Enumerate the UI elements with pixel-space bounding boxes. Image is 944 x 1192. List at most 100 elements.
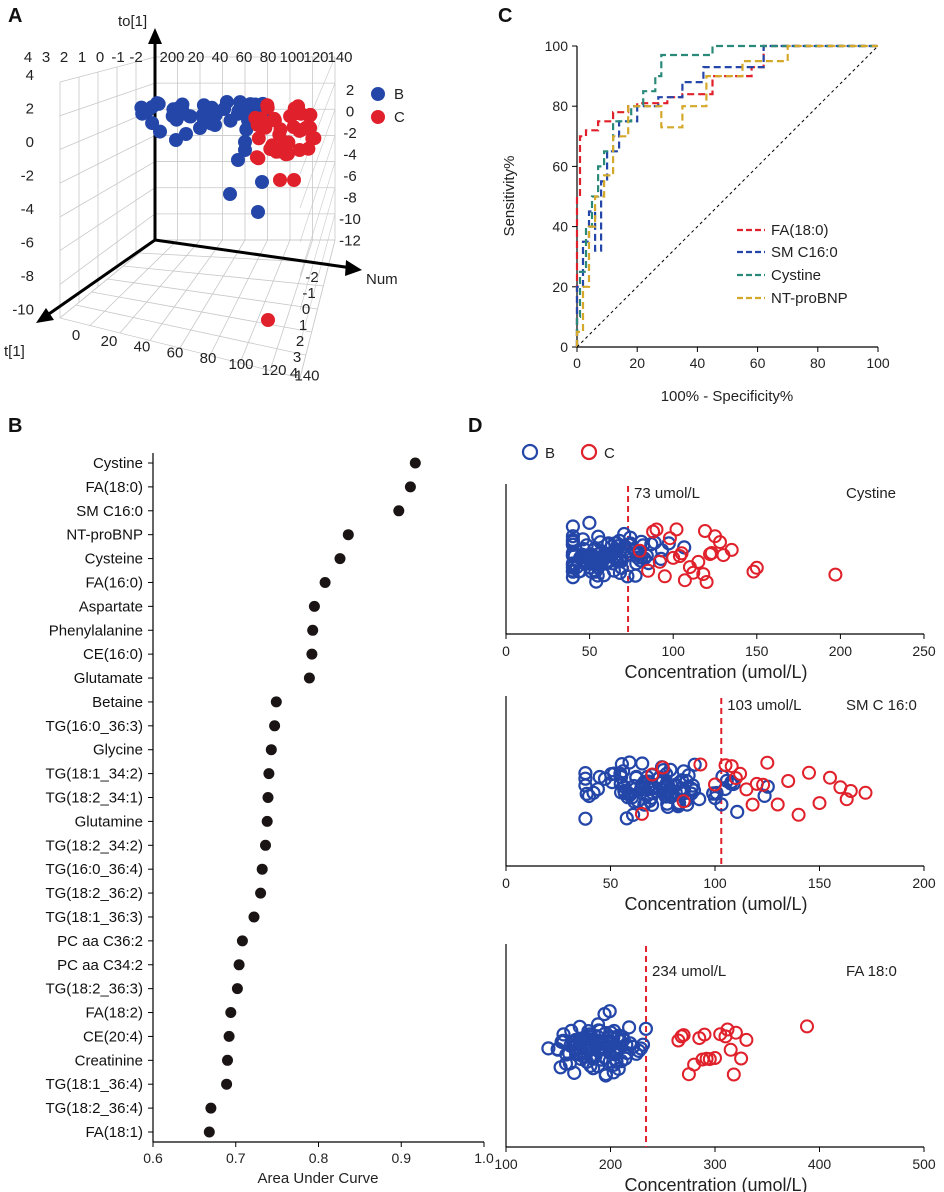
- auc-x-tick-label: 0.6: [143, 1150, 163, 1166]
- roc-x-tick-label: 60: [750, 355, 766, 371]
- tick-label-a-depth-right: 2: [296, 333, 304, 350]
- conc-point-group-b: [706, 786, 721, 801]
- conc-x-tick-label: 300: [703, 1156, 727, 1172]
- auc-point: [334, 553, 346, 565]
- conc-point-group-b: [630, 550, 645, 565]
- conc-xlabel: Concentration (umol/L): [624, 1175, 807, 1192]
- conc-x-tick-label: 200: [912, 875, 936, 891]
- conc-point-group-c: [634, 806, 649, 821]
- conc-point-group-c: [858, 785, 873, 800]
- conc-point-group-b: [555, 1033, 571, 1048]
- conc-point-group-c: [696, 567, 711, 582]
- point-group-c: [292, 143, 307, 157]
- grid-line: [299, 83, 336, 175]
- tick-label-a-right: -6: [343, 168, 356, 185]
- legend-label-c-open: C: [604, 445, 615, 462]
- conc-point-group-b: [663, 762, 678, 777]
- conc-point-group-b: [685, 778, 701, 793]
- panel-d-legend: B C: [521, 443, 615, 462]
- point-group-c: [261, 313, 275, 327]
- roc-y-tick-label: 0: [560, 339, 568, 355]
- conc-point-group-c: [760, 755, 775, 770]
- tick-label-a-num-bottom: 140: [294, 368, 319, 385]
- conc-x-tick-label: 150: [808, 875, 832, 891]
- legend-marker-c-open: [580, 443, 598, 461]
- roc-y-tick-label: 100: [545, 38, 569, 54]
- conc-point-group-b: [606, 1065, 621, 1080]
- roc-x-tick-label: 20: [629, 355, 645, 371]
- conc-point-group-b: [565, 564, 581, 579]
- conc-point-group-b: [625, 807, 641, 823]
- conc-point-group-c: [697, 1027, 712, 1042]
- tick-label-a-depth-right: 4: [290, 365, 298, 382]
- legend-label-fa: FA(18:0): [771, 222, 829, 239]
- tick-label-a-depth-right: 3: [293, 349, 301, 366]
- point-group-c: [307, 131, 322, 146]
- point-group-b: [169, 112, 184, 127]
- point-group-b: [195, 108, 210, 123]
- conc-x-tick-label: 150: [745, 643, 769, 659]
- auc-xlabel: Area Under Curve: [258, 1170, 379, 1187]
- conc-point-group-c: [745, 797, 760, 812]
- conc-point-group-c: [657, 569, 672, 584]
- panel-label-b: B: [8, 415, 22, 437]
- point-group-c: [299, 120, 314, 135]
- tick-label-a-depth: 0: [96, 49, 104, 66]
- auc-category-label: Betaine: [92, 694, 143, 711]
- conc-point-group-b: [597, 1006, 612, 1022]
- auc-category-label: TG(18:2_36:3): [45, 981, 143, 998]
- axis-label-to1: to[1]: [118, 13, 147, 30]
- conc-point-group-b: [614, 756, 630, 772]
- panel-label-a: A: [8, 5, 22, 27]
- point-group-b: [251, 205, 265, 219]
- conc-point-group-b: [628, 568, 643, 583]
- grid-line: [59, 213, 156, 285]
- conc-point-group-c: [672, 549, 687, 564]
- conc-point-group-b: [659, 766, 674, 782]
- conc-point-group-c: [669, 522, 684, 537]
- tick-label-a-depth: 4: [24, 49, 32, 66]
- tick-label-a-num-top: 60: [236, 49, 253, 66]
- tick-label-a-num-top: 40: [212, 49, 229, 66]
- point-group-c: [291, 99, 306, 114]
- conc-point-group-b: [541, 1041, 556, 1056]
- axis-t1: [45, 238, 156, 318]
- conc-point-group-c: [728, 1025, 743, 1040]
- conc-point-group-b: [714, 797, 729, 812]
- point-group-b: [208, 105, 223, 120]
- conc-subplot-title: FA 18:0: [846, 963, 897, 980]
- conc-x-tick-label: 0: [502, 643, 510, 659]
- conc-point-group-c: [699, 1051, 714, 1066]
- auc-point: [404, 481, 416, 493]
- conc-point-group-c: [724, 759, 739, 774]
- panel-a-points: [134, 95, 322, 327]
- tick-label-a-vertical: -10: [12, 302, 34, 319]
- axis-arrow-to1: [148, 28, 162, 44]
- auc-category-label: TG(16:0_36:3): [45, 718, 143, 735]
- auc-point: [256, 863, 268, 875]
- point-group-b: [135, 106, 150, 121]
- conc-point-group-b: [583, 1058, 598, 1073]
- conc-point-group-b: [633, 1041, 649, 1056]
- auc-point: [306, 648, 318, 660]
- point-group-b: [255, 175, 269, 189]
- auc-point: [221, 1078, 233, 1090]
- tick-label-a-right: 2: [346, 82, 354, 99]
- auc-category-label: FA(16:0): [85, 574, 143, 591]
- legend-label-b: B: [394, 86, 404, 103]
- tick-label-a-num-top: 140: [327, 49, 352, 66]
- conc-point-group-b: [581, 788, 597, 804]
- auc-point: [248, 911, 260, 923]
- auc-category-label: FA(18:0): [85, 479, 143, 496]
- grid-line: [59, 56, 156, 83]
- conc-point-group-c: [704, 546, 719, 560]
- grid-line: [123, 265, 324, 287]
- conc-point-group-b: [593, 1042, 608, 1057]
- conc-point-group-c: [713, 535, 727, 550]
- auc-point: [307, 624, 319, 636]
- conc-point-group-c: [843, 784, 858, 798]
- conc-point-group-b: [687, 757, 702, 772]
- auc-category-label: TG(18:1_36:4): [45, 1076, 143, 1093]
- tick-label-a-num-top: 80: [260, 49, 277, 66]
